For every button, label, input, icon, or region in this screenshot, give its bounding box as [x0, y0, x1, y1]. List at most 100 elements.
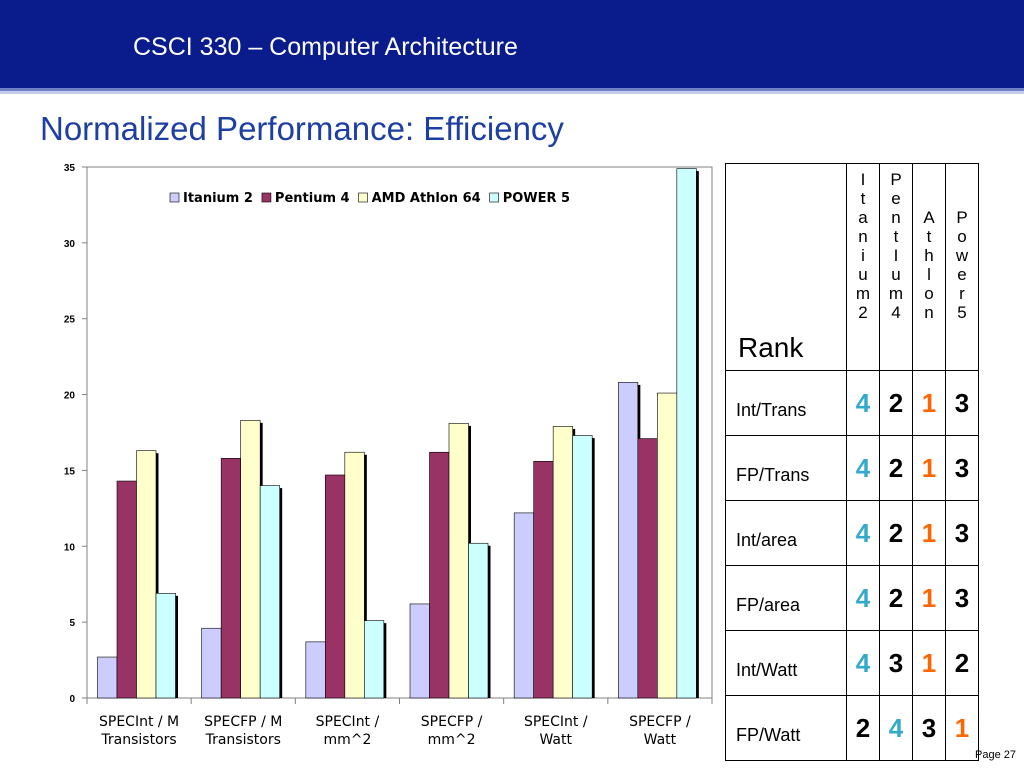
- rank-value: 1: [912, 435, 946, 501]
- y-tick-label: 30: [64, 239, 76, 250]
- bar: [259, 485, 280, 699]
- header-divider-light: [0, 91, 1024, 94]
- bar: [409, 603, 430, 699]
- rank-value: 1: [912, 370, 946, 436]
- processor-header-char: n: [858, 227, 868, 246]
- rank-value: 3: [945, 435, 979, 501]
- bar: [572, 435, 593, 699]
- bar: [136, 450, 157, 699]
- rank-row: FP/Watt 2 4 3 1: [725, 695, 979, 761]
- bar: [116, 480, 137, 699]
- bar: [201, 627, 222, 699]
- processor-header-char: w: [955, 246, 969, 265]
- processor-header-char: o: [957, 227, 967, 246]
- x-tick-label: SPECInt /: [316, 714, 380, 730]
- processor-header-char: h: [924, 246, 934, 265]
- rank-value: 3: [945, 500, 979, 566]
- rank-value: 3: [945, 370, 979, 436]
- y-tick-label: 35: [64, 163, 76, 174]
- rank-row-label: Int/Trans: [725, 370, 847, 436]
- bar: [468, 542, 489, 699]
- processor-header-char: m: [888, 284, 904, 303]
- processor-header-char: 2: [858, 303, 868, 322]
- processor-header-char: e: [957, 265, 967, 284]
- x-tick-label: Watt: [539, 732, 572, 748]
- x-tick-label: mm^2: [323, 732, 371, 748]
- bar: [618, 382, 639, 699]
- rank-value: 4: [879, 695, 913, 761]
- processor-header-char: u: [891, 265, 901, 284]
- processor-header-char: o: [924, 284, 934, 303]
- rank-header-label: Rank: [725, 163, 847, 371]
- processor-header-char: 5: [957, 303, 967, 322]
- bar: [676, 168, 697, 699]
- rank-value: 3: [912, 695, 946, 761]
- processor-header-char: n: [924, 303, 934, 322]
- legend-swatch: [358, 192, 368, 203]
- y-tick-label: 5: [69, 618, 75, 629]
- bar: [155, 593, 176, 699]
- legend-swatch: [489, 192, 499, 203]
- processor-header-char: i: [861, 246, 865, 265]
- x-tick-label: SPECInt /: [524, 714, 588, 730]
- x-tick-label: SPECFP /: [421, 714, 483, 730]
- y-tick-label: 15: [64, 466, 76, 477]
- bar: [637, 438, 658, 699]
- processor-header-char: P: [956, 208, 968, 227]
- page-number: Page 27: [975, 749, 1016, 761]
- slide-title: Normalized Performance: Efficiency: [40, 110, 564, 147]
- rank-value: 4: [846, 435, 880, 501]
- bar: [344, 451, 365, 699]
- header-divider: [0, 88, 1024, 91]
- plot-area: [86, 166, 713, 699]
- rank-value: 3: [879, 630, 913, 696]
- x-tick-label: SPECFP /: [629, 714, 691, 730]
- bar: [533, 461, 554, 699]
- rank-row: Int/area 4 2 1 3: [725, 500, 979, 566]
- x-tick-label: mm^2: [428, 732, 476, 748]
- bar: [364, 620, 385, 699]
- bar: [657, 392, 678, 699]
- bar: [305, 641, 326, 699]
- processor-header-char: I: [893, 246, 899, 265]
- processor-header-char: I: [860, 170, 866, 189]
- processor-header-char: e: [891, 189, 901, 208]
- rank-row: Int/Watt 4 3 1 2: [725, 630, 979, 696]
- rank-value: 2: [879, 370, 913, 436]
- processor-header-char: t: [860, 189, 866, 208]
- processor-header-char: t: [926, 227, 932, 246]
- rank-value: 2: [879, 500, 913, 566]
- rank-value: 1: [912, 565, 946, 631]
- bar: [552, 426, 573, 699]
- legend-label: POWER 5: [503, 191, 570, 206]
- rank-row-label: FP/area: [725, 565, 847, 631]
- y-tick-label: 0: [69, 694, 75, 705]
- x-tick-label: SPECInt / M: [99, 714, 179, 730]
- rank-value: 4: [846, 370, 880, 436]
- rank-value: 1: [912, 500, 946, 566]
- processor-header-char: l: [927, 265, 931, 284]
- bar: [220, 457, 241, 699]
- legend-swatch: [169, 192, 180, 203]
- x-tick-label: Transistors: [100, 732, 176, 748]
- rank-row: FP/area 4 2 1 3: [725, 565, 979, 631]
- rank-value: 4: [846, 630, 880, 696]
- processor-header-char: P: [890, 170, 902, 189]
- rank-value: 3: [945, 565, 979, 631]
- bar: [240, 420, 261, 699]
- bar: [513, 512, 534, 699]
- processor-header-char: A: [923, 208, 935, 227]
- x-tick-label: SPECFP / M: [204, 714, 282, 730]
- rank-value: 2: [879, 435, 913, 501]
- bar-chart: 0 5 10 15 20 25 30 35 SPECInt / M Transistors SPEC…: [64, 163, 713, 748]
- rank-value: 2: [879, 565, 913, 631]
- rank-row-label: FP/Trans: [725, 435, 847, 501]
- processor-header-char: 4: [891, 303, 901, 322]
- bar: [97, 656, 118, 699]
- rank-value: 1: [912, 630, 946, 696]
- rank-value: 2: [846, 695, 880, 761]
- rank-value: 2: [945, 630, 979, 696]
